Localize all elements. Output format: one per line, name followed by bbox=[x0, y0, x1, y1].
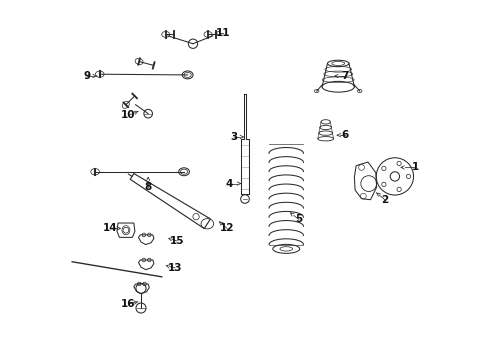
Text: 8: 8 bbox=[145, 182, 152, 192]
Text: 11: 11 bbox=[216, 28, 231, 38]
Text: 14: 14 bbox=[103, 224, 118, 233]
Text: 5: 5 bbox=[295, 215, 302, 224]
Text: 3: 3 bbox=[231, 132, 238, 142]
Text: 4: 4 bbox=[225, 179, 233, 189]
Text: 12: 12 bbox=[220, 224, 234, 233]
Text: 10: 10 bbox=[121, 111, 136, 121]
Text: 15: 15 bbox=[170, 236, 184, 246]
Text: 16: 16 bbox=[121, 299, 136, 309]
Text: 7: 7 bbox=[342, 71, 349, 81]
Text: 1: 1 bbox=[412, 162, 419, 172]
Text: 9: 9 bbox=[84, 71, 91, 81]
Text: 13: 13 bbox=[168, 263, 182, 273]
Text: 2: 2 bbox=[381, 195, 389, 205]
Text: 6: 6 bbox=[342, 130, 349, 140]
